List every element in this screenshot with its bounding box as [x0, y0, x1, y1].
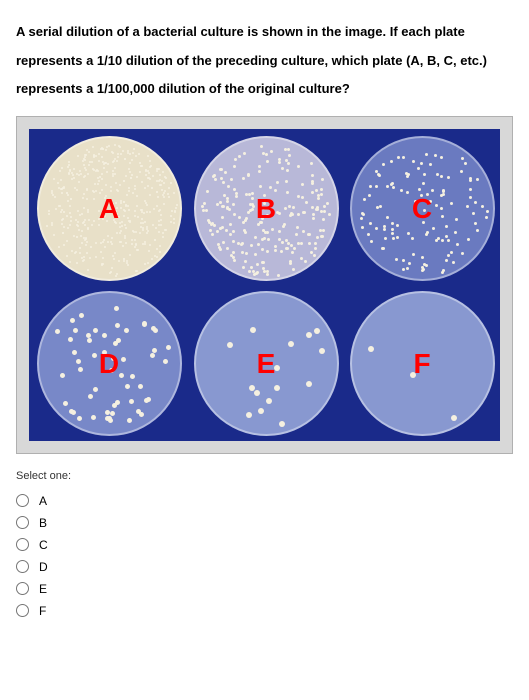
- option-label: E: [39, 582, 47, 596]
- options-list: ABCDEF: [16, 490, 513, 622]
- option-row-a[interactable]: A: [16, 490, 513, 512]
- option-row-c[interactable]: C: [16, 534, 513, 556]
- option-label: D: [39, 560, 48, 574]
- option-row-e[interactable]: E: [16, 578, 513, 600]
- plate-b: B: [194, 136, 339, 281]
- plate-label-e: E: [257, 348, 276, 380]
- plate-label-a: A: [99, 193, 119, 225]
- plate-f: F: [350, 291, 495, 436]
- option-radio-f[interactable]: [16, 604, 29, 617]
- plate-d: D: [37, 291, 182, 436]
- plate-a: A: [37, 136, 182, 281]
- option-label: B: [39, 516, 47, 530]
- option-radio-c[interactable]: [16, 538, 29, 551]
- option-row-b[interactable]: B: [16, 512, 513, 534]
- plate-label-d: D: [99, 348, 119, 380]
- plate-e: E: [194, 291, 339, 436]
- option-row-f[interactable]: F: [16, 600, 513, 622]
- option-radio-a[interactable]: [16, 494, 29, 507]
- image-inner: A B C D E F: [29, 129, 500, 441]
- option-radio-e[interactable]: [16, 582, 29, 595]
- plate-label-f: F: [413, 348, 430, 380]
- dilution-image: A B C D E F: [16, 116, 513, 454]
- option-radio-d[interactable]: [16, 560, 29, 573]
- option-row-d[interactable]: D: [16, 556, 513, 578]
- question-text: A serial dilution of a bacterial culture…: [16, 18, 513, 104]
- plate-c: C: [350, 136, 495, 281]
- select-one-label: Select one:: [16, 470, 513, 482]
- option-label: C: [39, 538, 48, 552]
- option-label: F: [39, 604, 46, 618]
- option-label: A: [39, 494, 47, 508]
- option-radio-b[interactable]: [16, 516, 29, 529]
- plate-label-b: B: [256, 193, 276, 225]
- plate-label-c: C: [412, 193, 432, 225]
